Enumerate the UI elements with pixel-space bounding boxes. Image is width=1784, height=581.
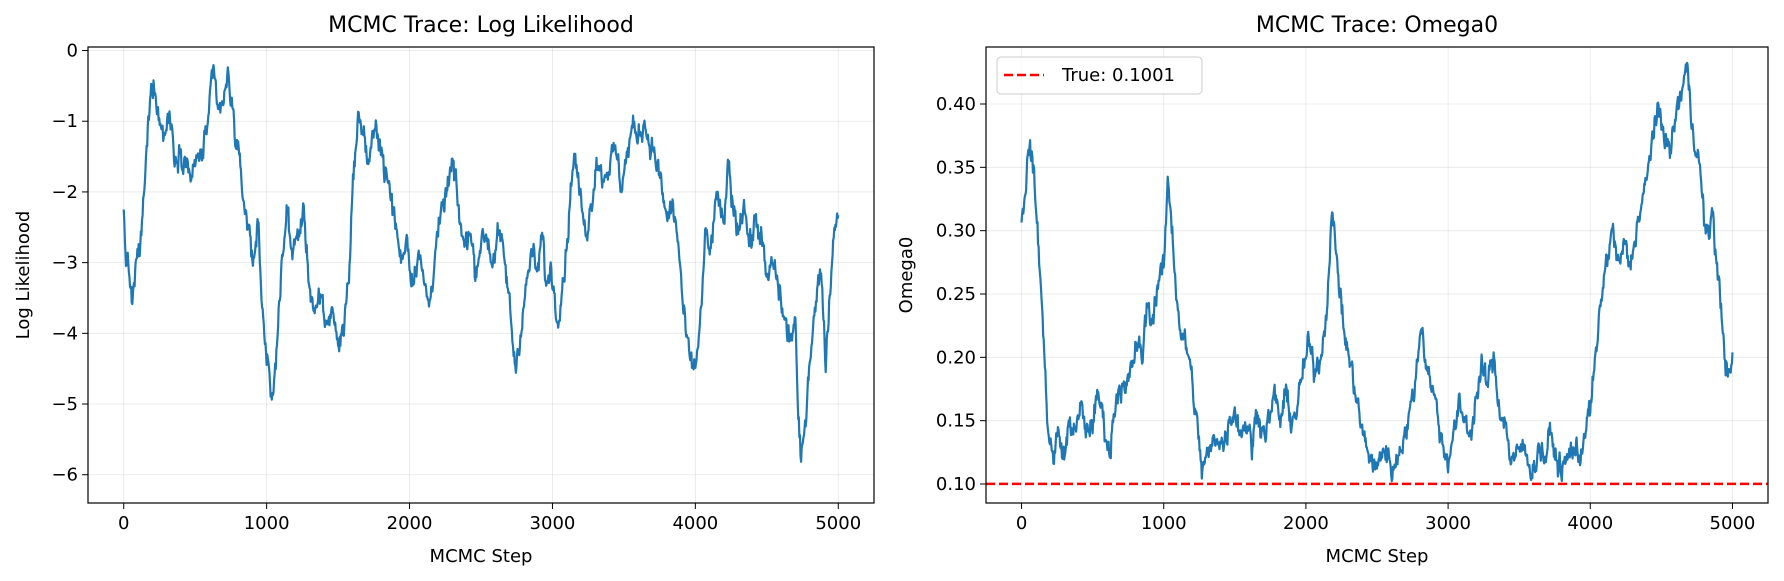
y-tick-label: 0 bbox=[67, 41, 78, 62]
y-axis: 0 −1 −2 −3 −4 −5 −6 bbox=[51, 41, 88, 486]
x-tick-label: 5000 bbox=[1710, 513, 1756, 534]
x-tick-label: 0 bbox=[1016, 513, 1027, 534]
x-axis: 0 1000 2000 3000 4000 5000 bbox=[118, 503, 861, 534]
x-tick-label: 3000 bbox=[530, 513, 576, 534]
x-tick-label: 0 bbox=[118, 513, 129, 534]
y-tick-label: 0.20 bbox=[936, 347, 976, 368]
x-tick-label: 5000 bbox=[815, 513, 861, 534]
plot-frame bbox=[87, 46, 875, 504]
x-tick-label: 3000 bbox=[1425, 513, 1471, 534]
y-tick-label: 0.25 bbox=[936, 284, 976, 305]
x-tick-label: 1000 bbox=[1141, 513, 1187, 534]
series-layer bbox=[1020, 61, 1734, 483]
series-layer bbox=[122, 63, 840, 463]
x-axis-label: MCMC Step bbox=[1326, 546, 1429, 567]
y-tick-label: 0.15 bbox=[936, 411, 976, 432]
legend-box bbox=[996, 56, 1203, 95]
legend: True: 0.1001 bbox=[996, 56, 1203, 95]
y-tick-label: 0.10 bbox=[936, 474, 976, 495]
x-tick-label: 2000 bbox=[1283, 513, 1329, 534]
omega0-panel: MCMC Trace: Omega0 0 1000 2000 3000 4000 5000… bbox=[896, 13, 1769, 567]
y-axis-label: Log Likelihood bbox=[13, 211, 34, 340]
trace-line bbox=[122, 63, 840, 463]
chart-title: MCMC Trace: Log Likelihood bbox=[328, 13, 634, 38]
y-tick-label: 0.30 bbox=[936, 221, 976, 242]
y-tick-label: −5 bbox=[51, 394, 78, 415]
y-axis: 0.10 0.15 0.20 0.25 0.30 0.35 0.40 bbox=[936, 94, 986, 495]
y-tick-label: −2 bbox=[51, 182, 78, 203]
y-axis-label: Omega0 bbox=[896, 237, 917, 314]
x-tick-label: 4000 bbox=[1567, 513, 1613, 534]
y-tick-label: −3 bbox=[51, 253, 78, 274]
x-tick-label: 4000 bbox=[672, 513, 718, 534]
x-axis-label: MCMC Step bbox=[430, 546, 533, 567]
x-tick-label: 1000 bbox=[244, 513, 290, 534]
y-tick-label: −6 bbox=[51, 465, 78, 486]
trace-line bbox=[1020, 61, 1734, 483]
y-tick-label: 0.35 bbox=[936, 157, 976, 178]
plot-frame bbox=[985, 46, 1769, 504]
chart-title: MCMC Trace: Omega0 bbox=[1256, 13, 1498, 38]
x-axis: 0 1000 2000 3000 4000 5000 bbox=[1016, 503, 1756, 534]
legend-label-reference: True: 0.1001 bbox=[1061, 65, 1175, 86]
y-tick-label: −1 bbox=[51, 111, 78, 132]
x-tick-label: 2000 bbox=[387, 513, 433, 534]
y-tick-label: −4 bbox=[51, 323, 78, 344]
y-tick-label: 0.40 bbox=[936, 94, 976, 115]
log-likelihood-panel: MCMC Trace: Log Likelihood 0 1000 2000 3000… bbox=[13, 13, 875, 567]
